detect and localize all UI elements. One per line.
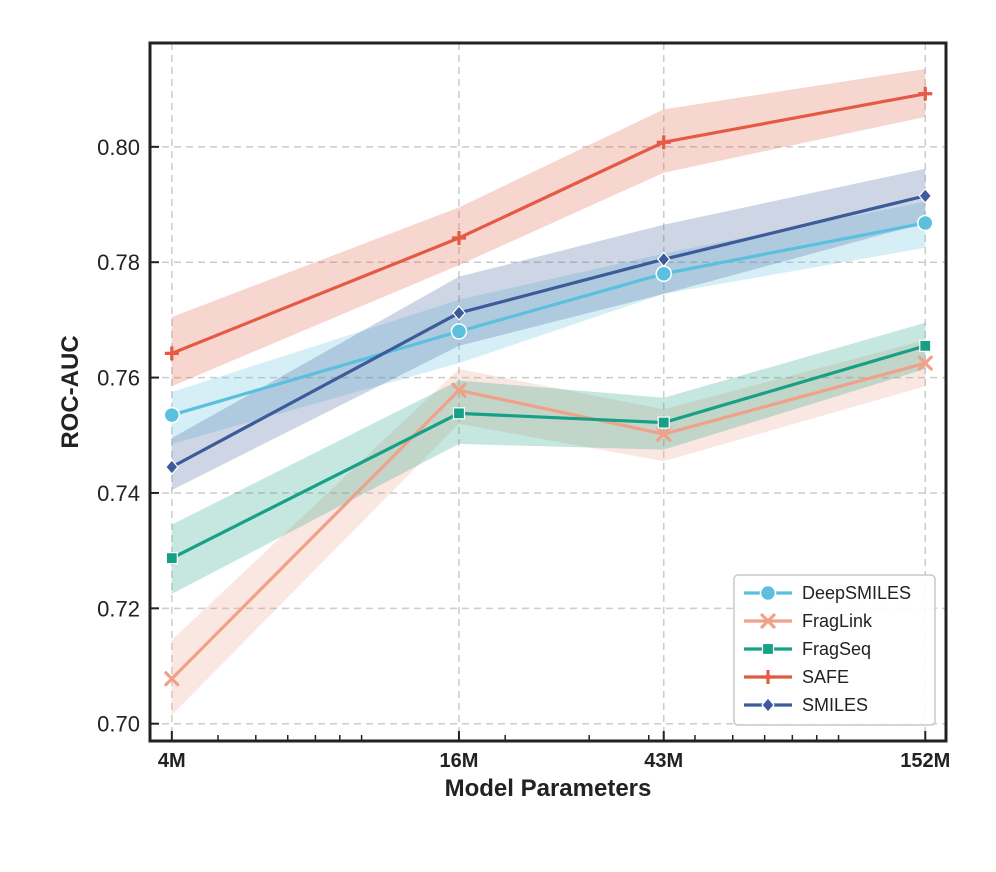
x-axis-title: Model Parameters (445, 775, 652, 802)
point-fraglink (656, 426, 672, 442)
point-smiles (452, 305, 466, 321)
series-markers (163, 86, 934, 687)
point-smiles (918, 187, 933, 204)
legend-marker-fragseq (761, 642, 775, 656)
point-fragseq (657, 416, 670, 429)
legend-label-deepsmiles: DeepSMILES (802, 583, 911, 603)
x-tick-label: 16M (440, 750, 479, 772)
point-deepsmiles (450, 323, 468, 340)
band-deepsmiles (171, 201, 926, 444)
x-tick-label: 43M (644, 750, 683, 772)
band-safe (171, 68, 926, 387)
y-axis-title: ROC-AUC (57, 335, 84, 448)
legend-marker-deepsmiles (759, 584, 777, 602)
x-tick-label: 152M (900, 750, 950, 772)
legend-label-fragseq: FragSeq (802, 639, 871, 659)
line-smiles (171, 194, 926, 469)
band-fragseq (171, 322, 926, 594)
y-tick-label: 0.72 (97, 596, 140, 621)
series-lines (170, 92, 926, 680)
point-deepsmiles (655, 265, 672, 282)
legend-marker-smiles (761, 697, 775, 713)
point-smiles (165, 459, 179, 475)
point-fragseq (165, 552, 178, 565)
point-safe (656, 135, 671, 150)
y-tick-label: 0.80 (97, 135, 140, 160)
y-tick-label: 0.78 (97, 250, 140, 275)
legend-label-safe: SAFE (802, 667, 849, 687)
point-fragseq (919, 339, 932, 352)
legend-marker-fraglink (760, 613, 776, 629)
legend-marker-safe (761, 670, 775, 684)
axis-ticks (150, 145, 927, 741)
point-smiles (656, 251, 671, 268)
y-tick-label: 0.70 (97, 712, 140, 737)
y-tick-label: 0.74 (97, 481, 140, 506)
legend-box (733, 574, 936, 726)
point-fraglink (451, 382, 467, 398)
x-tick-label: 4M (158, 750, 186, 772)
point-safe (164, 346, 179, 361)
confidence-bands (171, 68, 926, 716)
line-fragseq (171, 344, 926, 560)
band-smiles (171, 168, 926, 491)
legend-label-fraglink: FragLink (802, 611, 873, 631)
point-deepsmiles (917, 214, 934, 232)
point-safe (918, 86, 933, 101)
line-safe (171, 92, 926, 355)
legend: DeepSMILES FragLink FragSeq SAFE SMILES (733, 574, 936, 726)
line-fraglink (170, 361, 926, 680)
band-fraglink (171, 340, 926, 716)
line-deepsmiles (171, 221, 926, 417)
point-deepsmiles (163, 406, 181, 424)
point-fragseq (452, 407, 466, 420)
point-fraglink (164, 671, 180, 687)
plot-frame (148, 41, 948, 743)
y-tick-label: 0.76 (97, 366, 140, 391)
point-fraglink (917, 355, 933, 371)
tick-labels: 0.70 0.72 0.74 0.76 0.78 0.80 4M 16M 43M 152M (97, 135, 950, 772)
legend-label-smiles: SMILES (802, 695, 868, 715)
point-safe (451, 230, 466, 245)
